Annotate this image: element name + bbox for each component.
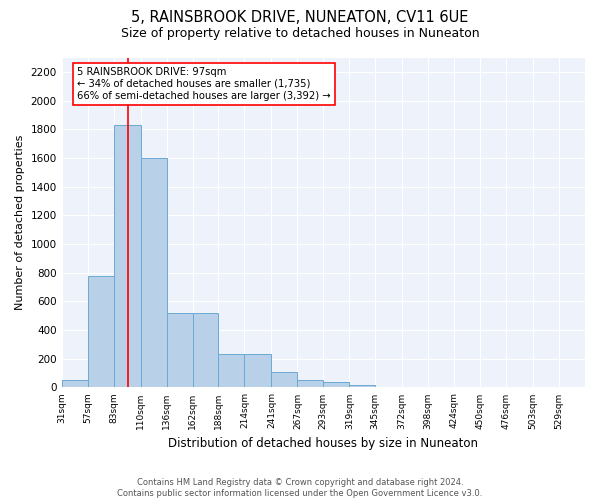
Bar: [349, 384, 375, 388]
Bar: [298, 380, 323, 388]
Bar: [193, 313, 218, 388]
Bar: [323, 382, 349, 388]
Bar: [218, 354, 244, 388]
Bar: [113, 125, 140, 388]
Bar: [140, 158, 167, 388]
Text: Size of property relative to detached houses in Nuneaton: Size of property relative to detached ho…: [121, 28, 479, 40]
X-axis label: Distribution of detached houses by size in Nuneaton: Distribution of detached houses by size …: [169, 437, 478, 450]
Text: Contains HM Land Registry data © Crown copyright and database right 2024.
Contai: Contains HM Land Registry data © Crown c…: [118, 478, 482, 498]
Y-axis label: Number of detached properties: Number of detached properties: [15, 135, 25, 310]
Bar: [62, 380, 88, 388]
Text: 5, RAINSBROOK DRIVE, NUNEATON, CV11 6UE: 5, RAINSBROOK DRIVE, NUNEATON, CV11 6UE: [131, 10, 469, 25]
Bar: [375, 386, 402, 388]
Bar: [244, 354, 271, 388]
Bar: [271, 372, 298, 388]
Text: 5 RAINSBROOK DRIVE: 97sqm
← 34% of detached houses are smaller (1,735)
66% of se: 5 RAINSBROOK DRIVE: 97sqm ← 34% of detac…: [77, 68, 331, 100]
Bar: [167, 313, 193, 388]
Bar: [88, 276, 113, 388]
